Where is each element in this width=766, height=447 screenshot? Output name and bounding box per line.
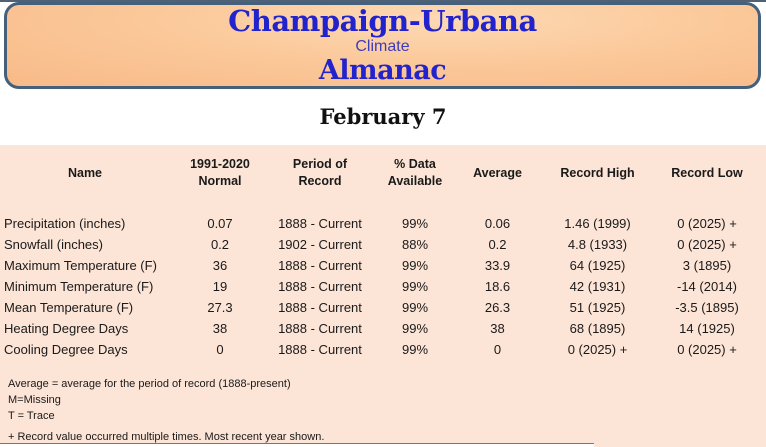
row-value-cell: 18.6 [484,279,511,294]
row-name-cell: Maximum Temperature (F) [4,258,157,273]
row-value-cell: 1.46 (1999) [564,216,631,231]
row-name-cell: Heating Degree Days [4,321,129,336]
table-row: Snowfall (inches) 0.2 1902 - Current 88% 0.2… [0,234,766,255]
row-value-cell: 1888 - Current [278,216,362,231]
row-value-cell: 0.2 [210,237,230,252]
row-value-cell: 51 (1925) [569,300,626,315]
row-value-cell: 1888 - Current [278,321,362,336]
row-value-cell: 33.9 [484,258,511,273]
footnote-line: T = Trace [8,410,55,422]
row-value-cell: 4.8 (1933) [567,237,628,252]
window-top-edge [0,0,766,2]
footnote-line: + Record value occurred multiple times. … [8,431,325,443]
almanac-table: Name 1991-2020 Normal Period of Record %… [0,150,766,360]
date-heading: February 7 [319,104,447,129]
header-banner: Champaign-Urbana Climate Almanac [4,2,761,89]
row-value-cell: 36 [212,258,228,273]
window-bottom-edge [0,443,594,447]
row-value-cell: 99% [401,258,429,273]
row-value-cell: 99% [401,216,429,231]
row-name-cell: Snowfall (inches) [4,237,103,252]
row-value-cell: 99% [401,321,429,336]
row-name-cell: Precipitation (inches) [4,216,126,231]
row-value-cell: 0 (2025) + [567,342,628,357]
column-header-normal: 1991-2020 Normal [190,157,250,188]
column-header-record-high: Record High [560,165,635,180]
table-header-row: Name 1991-2020 Normal Period of Record %… [0,150,766,196]
footnote-line: M=Missing [8,394,61,406]
row-value-cell: 0 (2025) + [677,342,737,357]
table-row: Mean Temperature (F) 27.3 1888 - Current 99… [0,297,766,318]
row-value-cell: 0 (2025) + [677,237,737,252]
site-subtitle: Climate [355,38,410,55]
row-value-cell: 99% [401,300,429,315]
table-row: Heating Degree Days 38 1888 - Current 99% 38… [0,318,766,339]
table-row: Minimum Temperature (F) 19 1888 - Current 9… [0,276,766,297]
row-value-cell: 1888 - Current [278,342,362,357]
table-body: Precipitation (inches) 0.07 1888 - Current… [0,213,766,360]
row-value-cell: 1888 - Current [278,258,362,273]
row-name-cell: Cooling Degree Days [4,342,128,357]
row-value-cell: 1888 - Current [278,300,362,315]
table-spacer-row [0,196,766,213]
row-name-cell: Minimum Temperature (F) [4,279,154,294]
row-value-cell: 1888 - Current [278,279,362,294]
column-header-pct-data-available: % Data Available [387,157,443,188]
row-value-cell: 3 (1895) [682,258,732,273]
table-row: Maximum Temperature (F) 36 1888 - Current 9… [0,255,766,276]
row-value-cell: 0.07 [207,216,233,231]
column-header-period-of-record: Period of Record [292,157,348,188]
table-row: Cooling Degree Days 0 1888 - Current 99% 0 0 … [0,339,766,360]
footnotes: Average = average for the period of reco… [0,376,766,445]
row-value-cell: 42 (1931) [569,279,626,294]
site-title-almanac: Almanac [318,55,447,86]
row-value-cell: -3.5 (1895) [675,300,739,315]
row-value-cell: 0 [493,342,502,357]
row-value-cell: 1902 - Current [278,237,362,252]
row-value-cell: 0 (2025) + [677,216,737,231]
row-value-cell: 0.2 [488,237,507,252]
row-value-cell: 27.3 [207,300,233,315]
row-value-cell: 88% [401,237,429,252]
row-value-cell: -14 (2014) [677,279,737,294]
site-title: Champaign-Urbana [228,4,537,38]
row-value-cell: 64 (1925) [569,258,626,273]
table-row: Precipitation (inches) 0.07 1888 - Current… [0,213,766,234]
row-value-cell: 0.06 [484,216,511,231]
almanac-table-area: Name 1991-2020 Normal Period of Record %… [0,145,766,447]
row-value-cell: 38 [212,321,228,336]
row-value-cell: 19 [212,279,228,294]
column-header-average: Average [473,165,522,180]
column-header-record-low: Record Low [671,165,743,180]
row-value-cell: 14 (1925) [679,321,735,336]
row-value-cell: 99% [401,279,429,294]
row-value-cell: 0 [216,342,224,357]
column-header-name: Name [67,165,103,180]
footnote-line: Average = average for the period of reco… [8,378,291,390]
row-value-cell: 99% [401,342,429,357]
row-value-cell: 38 [490,321,505,336]
row-value-cell: 68 (1895) [569,321,626,336]
row-value-cell: 26.3 [484,300,511,315]
spacer-cell [0,196,766,213]
row-name-cell: Mean Temperature (F) [4,300,134,315]
